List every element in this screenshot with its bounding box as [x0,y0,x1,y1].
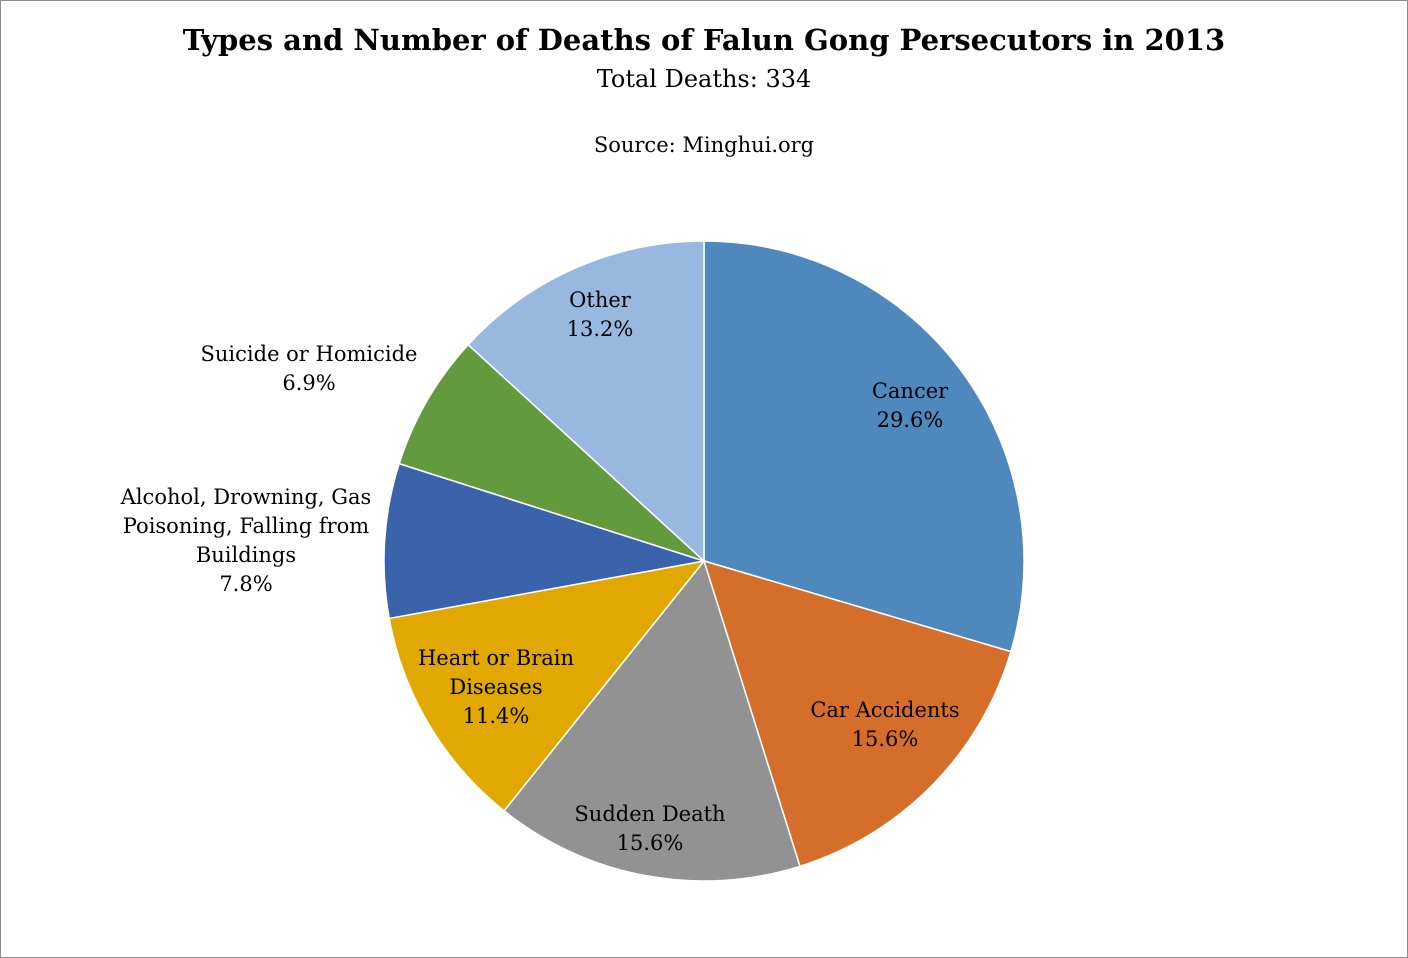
pie-slice-sudden-death [503,559,801,882]
slice-label-cancer: Cancer 29.6% [872,379,949,432]
pie-slice-other [467,240,705,563]
slice-label-heart-or-brain-diseases: Heart or Brain Diseases 11.4% [418,646,574,728]
pie-slice-car-accidents [702,559,1012,868]
slice-label-car-accidents: Car Accidents 15.6% [810,698,959,751]
slice-label-sudden-death: Sudden Death 15.6% [574,802,725,855]
chart-title: Types and Number of Deaths of Falun Gong… [182,23,1226,57]
pie-slice-cancer [703,240,1025,653]
pie-slice-heart-or-brain-diseases [388,559,706,812]
pie-slice-suicide-or-homicide [398,343,705,562]
slice-label-alcohol-drowning-gas-poisoning: Alcohol, Drowning, Gas Poisoning, Falling… [120,485,372,596]
chart-subtitle: Total Deaths: 334 [596,65,812,93]
pie-slice-alcohol-drowning-gas-poisoning [383,462,705,620]
slice-label-other: Other 13.2% [567,288,634,341]
slice-label-suicide-or-homicide: Suicide or Homicide 6.9% [201,342,418,395]
chart-source: Source: Minghui.org [593,133,815,157]
